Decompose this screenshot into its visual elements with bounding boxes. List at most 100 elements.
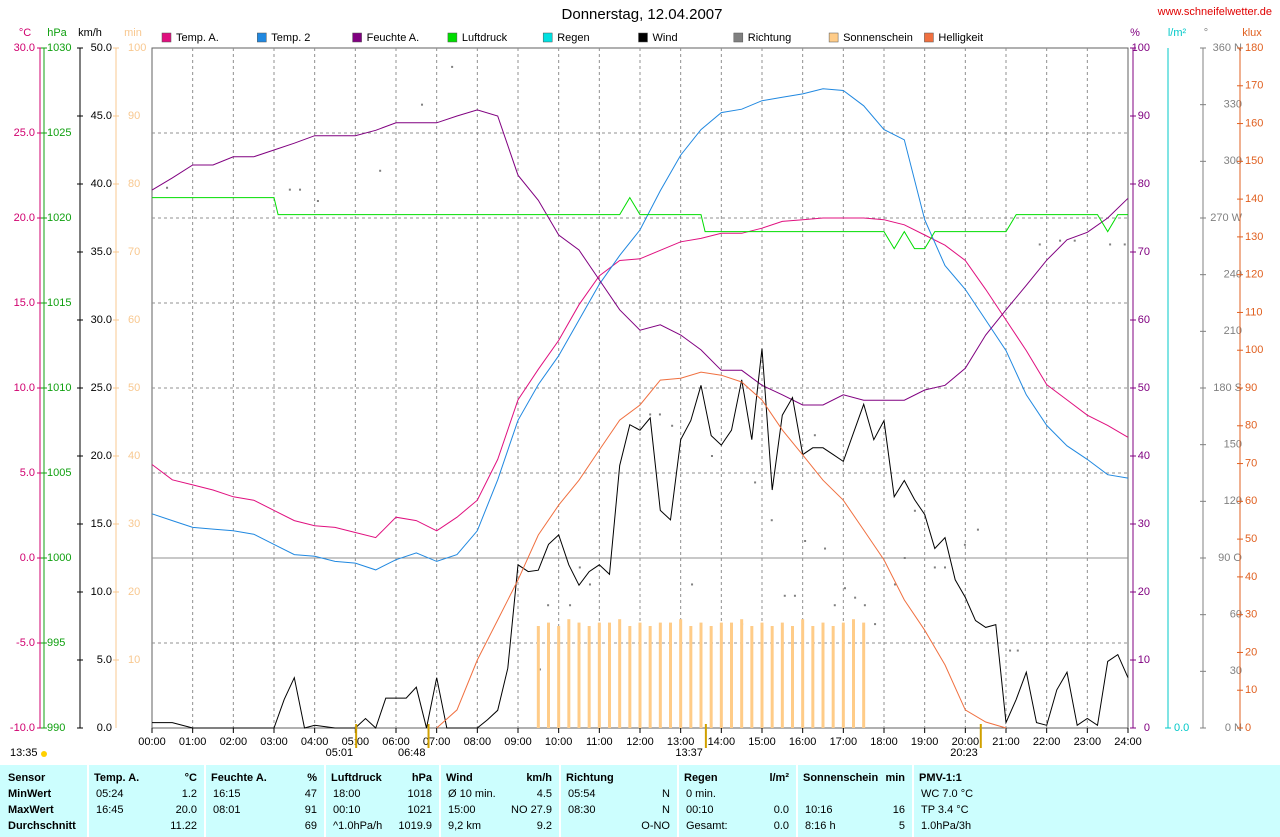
table-cell: 0 min. xyxy=(686,788,716,800)
point xyxy=(1123,243,1126,246)
point xyxy=(913,509,916,512)
point xyxy=(933,566,936,569)
legend-label: Luftdruck xyxy=(462,32,508,44)
table-header: Sonnenschein xyxy=(803,772,878,784)
y-tick-label: 20 xyxy=(128,586,140,598)
x-tick-label: 13:00 xyxy=(667,736,695,748)
table-cell: 08:01 xyxy=(213,804,241,816)
legend-swatch xyxy=(352,32,362,43)
point xyxy=(1009,649,1012,652)
row-label: MinWert xyxy=(8,788,52,800)
x-tick-label: 03:00 xyxy=(260,736,288,748)
table-header-unit: hPa xyxy=(412,772,433,784)
y-tick-label: 0.0 xyxy=(20,552,35,564)
bar xyxy=(679,619,683,728)
point xyxy=(793,594,796,597)
axis-unit: °C xyxy=(19,27,31,39)
y-tick-label: 50 xyxy=(1245,533,1257,545)
y-tick-label: 5.0 xyxy=(20,467,35,479)
point xyxy=(547,604,550,607)
bar xyxy=(821,622,825,728)
x-tick-label: 09:00 xyxy=(504,736,532,748)
y-tick-label: 10.0 xyxy=(91,586,112,598)
y-tick-label: 30 xyxy=(1245,609,1257,621)
bar xyxy=(618,619,622,728)
table-cell: 05:54 xyxy=(568,788,596,800)
line xyxy=(151,88,1129,571)
y-tick-label: 100 xyxy=(128,42,146,54)
bar xyxy=(801,619,805,728)
bar xyxy=(557,626,561,728)
point xyxy=(421,103,424,106)
table-cell: N xyxy=(662,804,670,816)
line xyxy=(436,371,1007,729)
bar xyxy=(709,626,713,728)
bar xyxy=(658,622,662,728)
y-tick-label: 90 xyxy=(1245,382,1257,394)
table-header-unit: % xyxy=(307,772,317,784)
legend-label: Temp. 2 xyxy=(271,32,310,44)
table-cell: Ø 10 min. xyxy=(448,788,496,800)
y-tick-label: 30.0 xyxy=(91,314,112,326)
point xyxy=(166,186,169,189)
line xyxy=(152,348,1129,729)
y-tick-label: 80 xyxy=(128,178,140,190)
y-tick-label: 1015 xyxy=(47,297,71,309)
y-tick-label: 0 xyxy=(1245,722,1251,734)
table-header-unit: km/h xyxy=(526,772,552,784)
bar xyxy=(831,626,835,728)
point xyxy=(1038,243,1041,246)
bar xyxy=(740,619,744,728)
y-tick-label: 60 xyxy=(1245,495,1257,507)
table-cell: 1018 xyxy=(408,788,432,800)
table-header: Richtung xyxy=(566,772,614,784)
bar xyxy=(628,626,632,728)
y-tick-label: 360 N xyxy=(1213,42,1242,54)
y-tick-label: 5.0 xyxy=(97,654,112,666)
table-cell: Gesamt: xyxy=(686,820,728,832)
table-cell: 1021 xyxy=(408,804,432,816)
point xyxy=(538,668,541,671)
y-tick-label: 25.0 xyxy=(14,127,35,139)
x-tick-label: 12:00 xyxy=(626,736,654,748)
legend-label: Temp. A. xyxy=(176,32,219,44)
table-cell: 1.0hPa/3h xyxy=(921,820,971,832)
point xyxy=(824,547,827,550)
x-tick-label: 17:00 xyxy=(830,736,858,748)
legend-swatch xyxy=(828,32,839,43)
table-cell: ^1.0hPa/h xyxy=(333,820,382,832)
y-tick-label: 45.0 xyxy=(91,110,112,122)
chart-title: Donnerstag, 12.04.2007 xyxy=(562,6,723,23)
table-cell: TP 3.4 °C xyxy=(921,804,969,816)
y-tick-label: 1000 xyxy=(47,552,71,564)
y-tick-label: 180 xyxy=(1245,42,1263,54)
y-tick-label: 160 xyxy=(1245,117,1263,129)
bar xyxy=(750,626,754,728)
bar xyxy=(587,626,591,728)
table-cell: 20.0 xyxy=(176,804,197,816)
y-tick-label: 110 xyxy=(1245,306,1263,318)
y-tick-label: 120 xyxy=(1245,269,1263,281)
bar xyxy=(791,626,794,728)
y-tick-label: 20 xyxy=(1245,646,1257,658)
y-tick-label: 60 xyxy=(1230,609,1242,621)
y-tick-label: 150 xyxy=(1224,439,1242,451)
y-tick-label: 240 xyxy=(1224,269,1242,281)
y-tick-label: 0 N xyxy=(1225,722,1242,734)
source: www.schneifelwetter.de xyxy=(1157,6,1272,18)
y-tick-label: 50 xyxy=(1138,382,1150,394)
table-cell: 91 xyxy=(305,804,317,816)
point xyxy=(1059,239,1062,242)
table-header-unit: min xyxy=(885,772,905,784)
axis-unit: l/m² xyxy=(1168,27,1187,39)
row-label: Durchschnitt xyxy=(8,820,76,832)
point xyxy=(1016,649,1019,652)
y-tick-label: 10 xyxy=(1245,684,1257,696)
bar xyxy=(770,626,774,728)
y-tick-label: 50 xyxy=(128,382,140,394)
legend-label: Helligkeit xyxy=(938,32,983,44)
x-tick-label: 22:00 xyxy=(1033,736,1061,748)
axis-unit: km/h xyxy=(78,27,102,39)
y-tick-label: 60 xyxy=(1138,314,1150,326)
